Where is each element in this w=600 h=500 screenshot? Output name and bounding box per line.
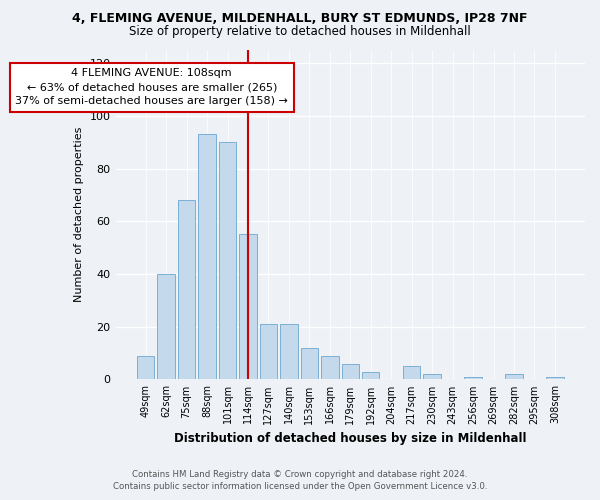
Bar <box>403 366 421 380</box>
Bar <box>280 324 298 380</box>
Bar <box>239 234 257 380</box>
Bar <box>260 324 277 380</box>
Text: 4 FLEMING AVENUE: 108sqm
← 63% of detached houses are smaller (265)
37% of semi-: 4 FLEMING AVENUE: 108sqm ← 63% of detach… <box>16 68 288 106</box>
Bar <box>199 134 216 380</box>
Bar <box>464 377 482 380</box>
Y-axis label: Number of detached properties: Number of detached properties <box>74 127 84 302</box>
Text: 4, FLEMING AVENUE, MILDENHALL, BURY ST EDMUNDS, IP28 7NF: 4, FLEMING AVENUE, MILDENHALL, BURY ST E… <box>72 12 528 26</box>
Text: Size of property relative to detached houses in Mildenhall: Size of property relative to detached ho… <box>129 25 471 38</box>
Bar <box>424 374 441 380</box>
Bar <box>321 356 338 380</box>
Bar <box>137 356 154 380</box>
X-axis label: Distribution of detached houses by size in Mildenhall: Distribution of detached houses by size … <box>174 432 527 445</box>
Bar <box>219 142 236 380</box>
Bar <box>505 374 523 380</box>
Bar <box>301 348 318 380</box>
Bar <box>362 372 379 380</box>
Text: Contains HM Land Registry data © Crown copyright and database right 2024.
Contai: Contains HM Land Registry data © Crown c… <box>113 470 487 491</box>
Bar <box>157 274 175 380</box>
Bar <box>546 377 563 380</box>
Bar <box>178 200 195 380</box>
Bar <box>341 364 359 380</box>
